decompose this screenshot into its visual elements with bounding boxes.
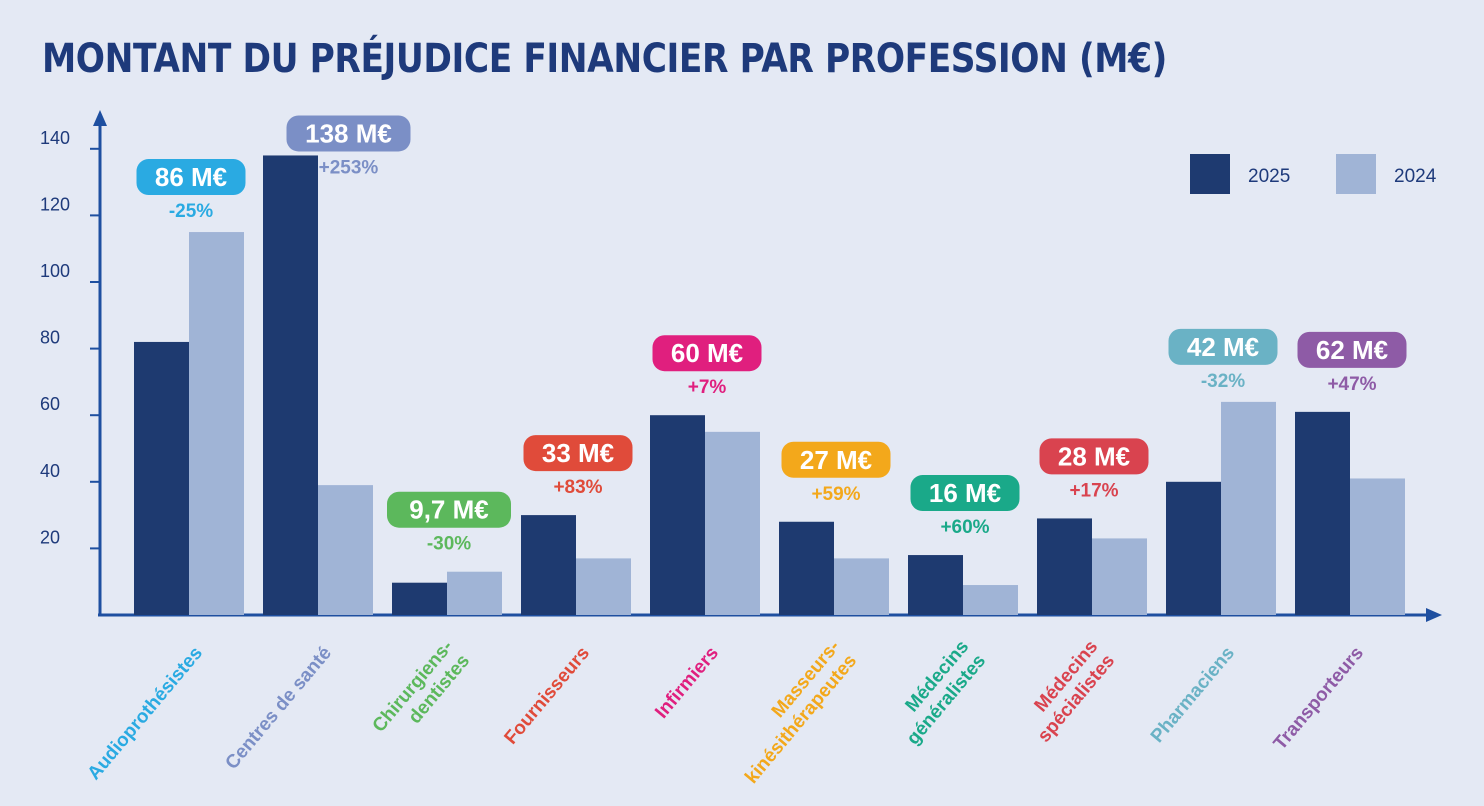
value-pill-3 — [523, 435, 633, 472]
value-label-5: 27 M€ — [800, 445, 872, 475]
value-pill-1 — [286, 115, 411, 152]
change-label-5: +59% — [811, 484, 860, 505]
value-pill-6 — [910, 475, 1020, 512]
change-label-6: +60% — [940, 517, 989, 538]
bar-2024-3 — [576, 558, 631, 615]
value-pill-2 — [387, 491, 511, 528]
category-label-4: Infirmiers — [651, 643, 723, 723]
y-tick-label: 140 — [40, 128, 70, 148]
category-label-9: Transporteurs — [1270, 643, 1368, 754]
legend-swatch-2025 — [1190, 154, 1230, 194]
y-axis-arrow — [93, 110, 107, 126]
category-label-8: Pharmaciens — [1147, 643, 1239, 747]
bar-2024-6 — [963, 585, 1018, 615]
y-tick-label: 100 — [40, 261, 70, 281]
bar-2025-1 — [263, 155, 318, 615]
bar-2025-9 — [1295, 411, 1350, 615]
category-label-2: Chirurgiens-dentistes — [369, 636, 475, 736]
bar-2025-6 — [908, 555, 963, 615]
value-pill-4 — [652, 335, 762, 372]
value-label-4: 60 M€ — [671, 338, 743, 368]
category-label-line: Transporteurs — [1270, 643, 1368, 754]
category-label-1: Centres de santé — [221, 643, 336, 774]
value-label-0: 86 M€ — [155, 162, 227, 192]
bar-2024-9 — [1350, 478, 1405, 615]
value-label-8: 42 M€ — [1187, 332, 1259, 362]
legend-label-2025: 2025 — [1248, 166, 1290, 187]
legend-label-2024: 2024 — [1394, 166, 1437, 187]
value-pill-5 — [781, 441, 891, 478]
value-pill-0 — [136, 159, 246, 196]
category-label-line: Fournisseurs — [500, 643, 593, 749]
bar-2025-3 — [521, 515, 576, 615]
category-label-0: Audioprothésistes — [84, 643, 207, 784]
bar-2025-2 — [392, 582, 447, 615]
bar-2024-8 — [1221, 401, 1276, 615]
bar-2024-4 — [705, 431, 760, 615]
value-label-3: 33 M€ — [542, 438, 614, 468]
bar-2025-5 — [779, 521, 834, 615]
value-pill-7 — [1039, 438, 1149, 475]
category-label-line: Infirmiers — [651, 643, 723, 723]
bar-2024-2 — [447, 571, 502, 615]
change-label-1: +253% — [319, 157, 379, 178]
bar-2024-7 — [1092, 538, 1147, 615]
bar-2025-0 — [134, 341, 189, 615]
change-label-7: +17% — [1069, 480, 1118, 501]
bar-2025-4 — [650, 415, 705, 615]
change-label-3: +83% — [553, 477, 602, 498]
y-tick-label: 40 — [40, 461, 60, 481]
value-label-7: 28 M€ — [1058, 441, 1130, 471]
change-label-2: -30% — [427, 534, 471, 555]
category-label-3: Fournisseurs — [500, 643, 593, 749]
bar-2024-5 — [834, 558, 889, 615]
x-axis-arrow — [1426, 608, 1442, 622]
value-label-6: 16 M€ — [929, 478, 1001, 508]
y-tick-label: 20 — [40, 527, 60, 547]
category-label-line: Pharmaciens — [1147, 643, 1239, 747]
y-tick-label: 60 — [40, 394, 60, 414]
bar-2024-1 — [318, 485, 373, 615]
value-label-9: 62 M€ — [1316, 335, 1388, 365]
category-label-line: Audioprothésistes — [84, 643, 207, 784]
change-label-4: +7% — [688, 377, 727, 398]
y-tick-label: 120 — [40, 194, 70, 214]
legend-swatch-2024 — [1336, 154, 1376, 194]
change-label-9: +47% — [1327, 374, 1376, 395]
chart-title: MONTANT DU PRÉJUDICE FINANCIER PAR PROFE… — [42, 36, 1167, 82]
change-label-8: -32% — [1201, 371, 1245, 392]
value-label-1: 138 M€ — [305, 118, 392, 148]
bar-2024-0 — [189, 232, 244, 616]
value-pill-8 — [1168, 328, 1278, 365]
value-label-2: 9,7 M€ — [409, 495, 489, 525]
change-label-0: -25% — [169, 201, 213, 222]
category-label-line: Centres de santé — [221, 643, 336, 774]
category-label-5: Masseurs-kinésithérapeutes — [741, 636, 861, 787]
bar-2025-7 — [1037, 518, 1092, 615]
value-pill-9 — [1297, 331, 1407, 368]
y-tick-label: 80 — [40, 328, 60, 348]
bar-2025-8 — [1166, 481, 1221, 615]
